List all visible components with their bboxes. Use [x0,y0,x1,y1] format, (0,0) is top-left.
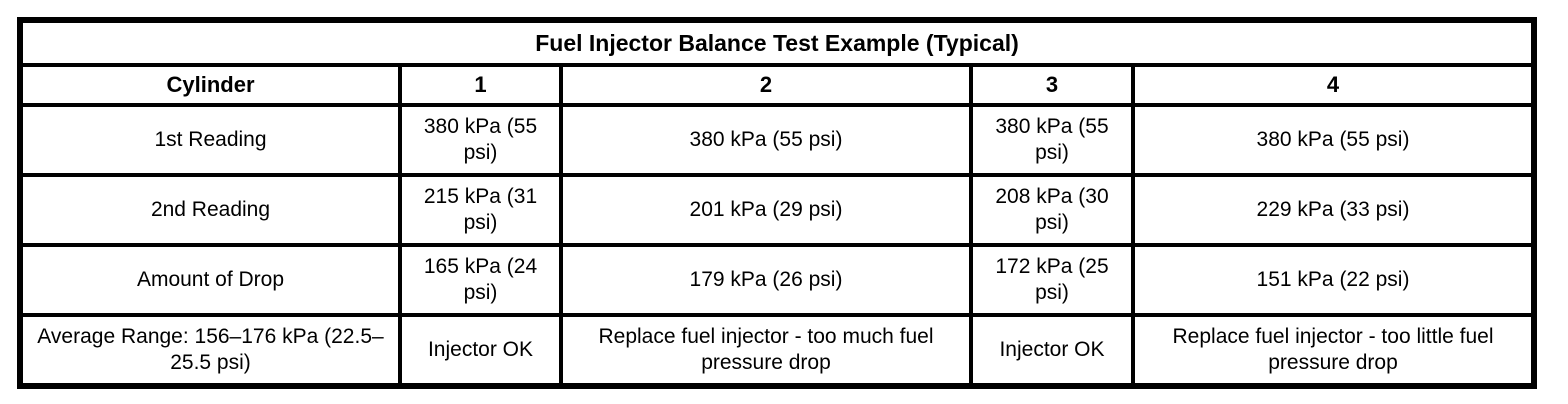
drop-cyl-4: 151 kPa (22 psi) [1130,243,1537,317]
fuel-injector-balance-table: Fuel Injector Balance Test Example (Typi… [17,17,1538,389]
table-title: Fuel Injector Balance Test Example (Typi… [17,18,1537,67]
result-cyl-4: Replace fuel injector - too little fuel … [1130,313,1537,388]
result-cyl-3: Injector OK [969,313,1135,388]
header-cyl-2: 2 [559,63,973,107]
second-reading-cyl-4: 229 kPa (33 psi) [1130,173,1537,247]
header-cyl-4: 4 [1130,63,1537,107]
table-title-row: Fuel Injector Balance Test Example (Typi… [17,18,1537,67]
table-header-row: Cylinder 1 2 3 4 [18,63,1537,107]
second-reading-cyl-1: 215 kPa (31 psi) [398,173,563,247]
header-cyl-1: 1 [398,63,563,107]
first-reading-cyl-2: 380 kPa (55 psi) [559,103,973,177]
drop-cyl-1: 165 kPa (24 psi) [398,243,563,317]
table-row-second-reading: 2nd Reading 215 kPa (31 psi) 201 kPa (29… [18,173,1537,247]
first-reading-cyl-3: 380 kPa (55 psi) [969,103,1135,177]
row-label-second-reading: 2nd Reading [18,173,402,247]
row-label-amount-of-drop: Amount of Drop [18,243,402,317]
table-row-amount-of-drop: Amount of Drop 165 kPa (24 psi) 179 kPa … [18,243,1537,317]
first-reading-cyl-1: 380 kPa (55 psi) [398,103,563,177]
table-row-average-range: Average Range: 156–176 kPa (22.5–25.5 ps… [18,313,1537,388]
result-cyl-2: Replace fuel injector - too much fuel pr… [559,313,973,388]
second-reading-cyl-3: 208 kPa (30 psi) [969,173,1135,247]
result-cyl-1: Injector OK [398,313,563,388]
first-reading-cyl-4: 380 kPa (55 psi) [1130,103,1537,177]
row-label-average-range: Average Range: 156–176 kPa (22.5–25.5 ps… [18,313,402,388]
drop-cyl-3: 172 kPa (25 psi) [969,243,1135,317]
header-cyl-3: 3 [969,63,1135,107]
table-row-first-reading: 1st Reading 380 kPa (55 psi) 380 kPa (55… [18,103,1537,177]
second-reading-cyl-2: 201 kPa (29 psi) [559,173,973,247]
header-cylinder: Cylinder [18,63,402,107]
drop-cyl-2: 179 kPa (26 psi) [559,243,973,317]
row-label-first-reading: 1st Reading [18,103,402,177]
